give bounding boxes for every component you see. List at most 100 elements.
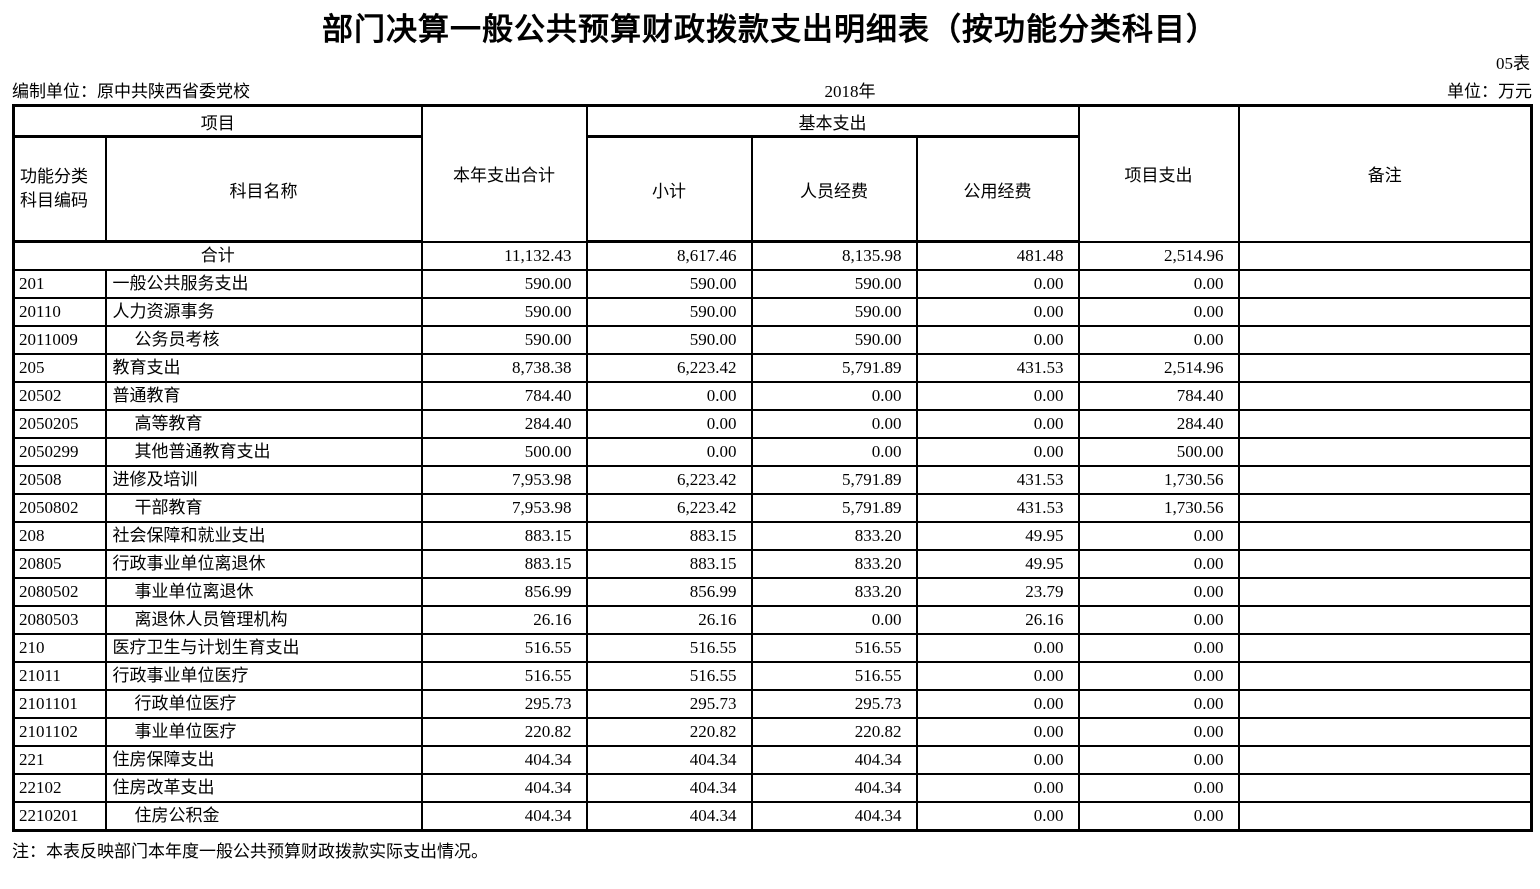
header-project-group: 项目 [12,104,423,138]
remark-cell [1237,353,1533,383]
row-code-cell: 2210201 [12,801,107,832]
row-code-cell: 2011009 [12,325,107,355]
row-code-cell: 20502 [12,381,107,411]
table-row: 20805 行政事业单位离退休 883.15 883.15 833.20 49.95 0.0… [12,549,1533,579]
value-cell: 8,135.98 [750,240,918,271]
value-cell: 516.55 [750,661,918,691]
value-cell: 784.40 [420,381,588,411]
value-cell: 833.20 [750,577,918,607]
value-cell: 0.00 [1077,801,1240,832]
total-row: 合计 11,132.43 8,617.46 8,135.98 481.48 2,514.9… [12,240,1533,271]
value-cell: 23.79 [915,577,1080,607]
value-cell: 0.00 [585,437,753,467]
table-row: 20502 普通教育 784.40 0.00 0.00 0.00 784.40 [12,381,1533,411]
row-code-cell: 2050299 [12,437,107,467]
value-cell: 404.34 [750,745,918,775]
value-cell: 516.55 [420,633,588,663]
row-name-cell: 普通教育 [104,381,423,411]
table-row: 2050205 高等教育 284.40 0.00 0.00 0.00 284.40 [12,409,1533,439]
table-header: 项目 本年支出合计 基本支出 项目支出 备注 功能分类 科目编码 科目名称 小计… [12,104,1533,243]
value-cell: 516.55 [585,633,753,663]
value-cell: 500.00 [420,437,588,467]
value-cell: 431.53 [915,465,1080,495]
value-cell: 26.16 [915,605,1080,635]
row-code-cell: 205 [12,353,107,383]
remark-cell [1237,661,1533,691]
header-public: 公用经费 [915,135,1080,243]
header-remark: 备注 [1237,104,1533,243]
value-cell: 404.34 [750,801,918,832]
value-cell: 404.34 [585,773,753,803]
remark-cell [1237,549,1533,579]
row-code-cell: 22102 [12,773,107,803]
value-cell: 0.00 [915,633,1080,663]
value-cell: 500.00 [1077,437,1240,467]
value-cell: 5,791.89 [750,465,918,495]
table-row: 205 教育支出 8,738.38 6,223.42 5,791.89 431.53 2,5… [12,353,1533,383]
value-cell: 6,223.42 [585,465,753,495]
remark-cell [1237,381,1533,411]
table-meta-row: 编制单位：原中共陕西省委党校 2018年 单位：万元 [0,78,1540,104]
value-cell: 404.34 [585,801,753,832]
value-cell: 7,953.98 [420,493,588,523]
value-cell: 220.82 [585,717,753,747]
row-name-cell: 事业单位医疗 [104,717,423,747]
value-cell: 0.00 [915,773,1080,803]
value-cell: 5,791.89 [750,353,918,383]
value-cell: 0.00 [915,689,1080,719]
row-name-cell: 社会保障和就业支出 [104,521,423,551]
value-cell: 0.00 [750,381,918,411]
value-cell: 0.00 [915,745,1080,775]
row-code-cell: 221 [12,745,107,775]
row-code-cell: 2050802 [12,493,107,523]
remark-cell [1237,437,1533,467]
footnote: 注：本表反映部门本年度一般公共预算财政拨款实际支出情况。 [12,842,488,861]
value-cell: 0.00 [1077,577,1240,607]
value-cell: 0.00 [915,381,1080,411]
remark-cell [1237,801,1533,832]
value-cell: 0.00 [1077,717,1240,747]
row-name-cell: 行政事业单位医疗 [104,661,423,691]
value-cell: 6,223.42 [585,493,753,523]
value-cell: 590.00 [420,297,588,327]
remark-cell [1237,409,1533,439]
value-cell: 11,132.43 [420,240,588,271]
remark-cell [1237,521,1533,551]
row-name-cell: 事业单位离退休 [104,577,423,607]
value-cell: 0.00 [750,605,918,635]
value-cell: 404.34 [585,745,753,775]
row-name-cell: 其他普通教育支出 [104,437,423,467]
row-code-cell: 208 [12,521,107,551]
value-cell: 784.40 [1077,381,1240,411]
value-cell: 590.00 [750,269,918,299]
value-cell: 590.00 [750,297,918,327]
remark-cell [1237,297,1533,327]
remark-cell [1237,745,1533,775]
prepared-by: 编制单位：原中共陕西省委党校 [12,82,250,101]
row-name-cell: 离退休人员管理机构 [104,605,423,635]
header-year-total: 本年支出合计 [420,104,588,243]
value-cell: 49.95 [915,549,1080,579]
value-cell: 1,730.56 [1077,493,1240,523]
row-name-cell: 医疗卫生与计划生育支出 [104,633,423,663]
value-cell: 5,791.89 [750,493,918,523]
remark-cell [1237,325,1533,355]
value-cell: 0.00 [1077,661,1240,691]
table-row: 201 一般公共服务支出 590.00 590.00 590.00 0.00 0.00 [12,269,1533,299]
value-cell: 590.00 [750,325,918,355]
table-row: 2050299 其他普通教育支出 500.00 0.00 0.00 0.00 500.00 [12,437,1533,467]
remark-cell [1237,717,1533,747]
row-code-cell: 2101102 [12,717,107,747]
table-row: 2050802 干部教育 7,953.98 6,223.42 5,791.89 431.5… [12,493,1533,523]
remark-cell [1237,577,1533,607]
unit-label: 单位：万元 [1447,82,1532,101]
table-row: 2011009 公务员考核 590.00 590.00 590.00 0.00 0.00 [12,325,1533,355]
remark-cell [1237,773,1533,803]
value-cell: 2,514.96 [1077,240,1240,271]
value-cell: 856.99 [585,577,753,607]
value-cell: 8,738.38 [420,353,588,383]
value-cell: 883.15 [585,549,753,579]
value-cell: 2,514.96 [1077,353,1240,383]
value-cell: 516.55 [750,633,918,663]
remark-cell [1237,689,1533,719]
